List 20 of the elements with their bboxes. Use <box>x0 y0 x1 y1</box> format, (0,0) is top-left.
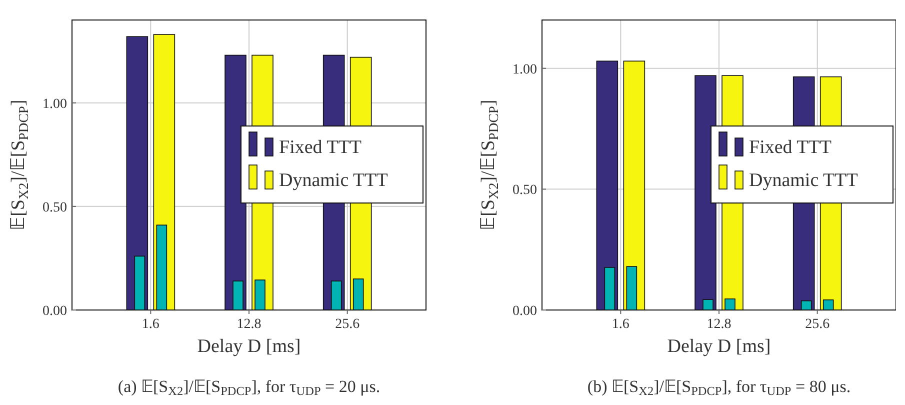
y-tick-label: 1.00 <box>512 62 537 78</box>
x-tick-label: 25.6 <box>335 317 360 332</box>
y-tick-label: 0.00 <box>512 304 537 319</box>
y-tick-label: 0.50 <box>512 183 537 198</box>
x-axis-title: Delay D [ms] <box>197 336 301 357</box>
text: (b) 𝔼[S$_{X2}$]/𝔼[S$_{PDCP}$], for τ$_{UDP}$ = 80 μs. <box>587 377 851 398</box>
y-tick-label: 0.00 <box>42 304 67 319</box>
x-tick-label: 12.8 <box>706 317 732 332</box>
x-tick-label: 25.6 <box>805 317 830 332</box>
y-tick-label: 0.50 <box>42 200 67 216</box>
y-tick-label: 1.00 <box>42 96 67 112</box>
x-tick-label: 1.6 <box>612 317 630 332</box>
legend-label: Dynamic TTT <box>279 170 388 191</box>
x-axis-title: Delay D [ms] <box>667 336 771 357</box>
legend-label: Fixed TTT <box>749 137 832 158</box>
legend-label: Dynamic TTT <box>749 170 858 191</box>
x-tick-label: 1.6 <box>142 317 160 332</box>
text: (a) 𝔼[S$_{X2}$]/𝔼[S$_{PDCP}$], for τ$_{UDP}$ = 20 μs. <box>118 377 380 398</box>
legend-label: Fixed TTT <box>279 137 362 158</box>
x-tick-label: 12.8 <box>236 317 262 332</box>
